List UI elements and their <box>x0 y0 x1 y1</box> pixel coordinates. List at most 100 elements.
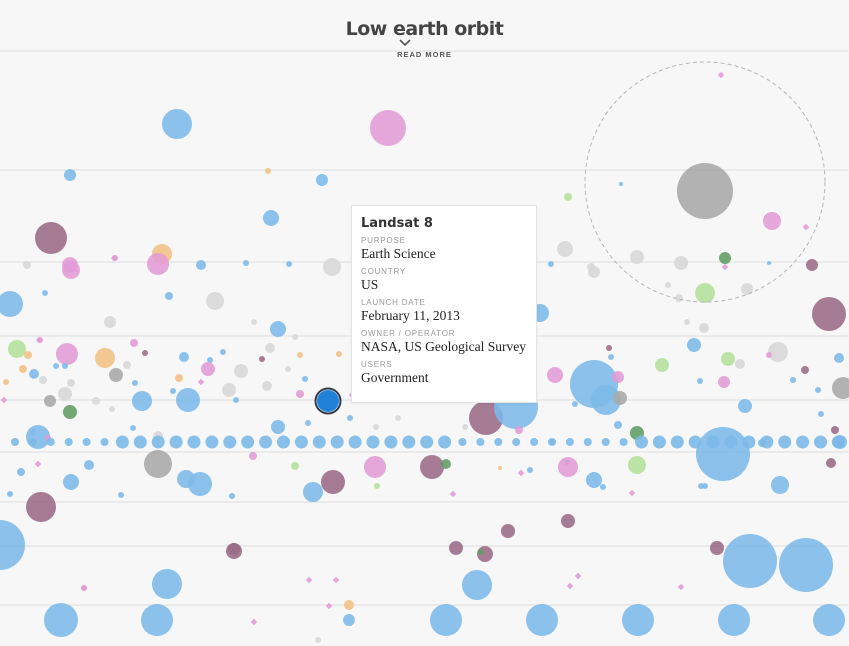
satellite-dot[interactable] <box>438 435 452 449</box>
satellite-dot[interactable] <box>395 415 401 421</box>
satellite-dot[interactable] <box>315 637 321 643</box>
satellite-dot[interactable] <box>305 420 311 426</box>
satellite-diamond[interactable] <box>721 263 729 271</box>
satellite-dot[interactable] <box>142 350 148 356</box>
satellite-dot[interactable] <box>35 222 67 254</box>
satellite-dot[interactable] <box>512 438 521 446</box>
satellite-diamond[interactable] <box>628 489 636 497</box>
satellite-dot[interactable] <box>17 468 25 476</box>
satellite-dot[interactable] <box>130 425 136 431</box>
satellite-dot[interactable] <box>42 290 48 296</box>
satellite-dot[interactable] <box>526 604 558 636</box>
satellite-dot[interactable] <box>831 426 839 434</box>
satellite-dot[interactable] <box>548 438 556 446</box>
satellite-dot[interactable] <box>600 484 606 490</box>
satellite-dot[interactable] <box>790 377 796 383</box>
satellite-dot[interactable] <box>742 435 756 449</box>
satellite-dot[interactable] <box>132 380 138 386</box>
satellite-dot[interactable] <box>655 358 669 372</box>
satellite-dot[interactable] <box>286 261 292 267</box>
satellite-dot[interactable] <box>277 435 290 449</box>
satellite-diamond[interactable] <box>80 584 88 592</box>
satellite-diamond[interactable] <box>110 254 118 262</box>
satellite-dot[interactable] <box>123 361 131 369</box>
satellite-diamond[interactable] <box>250 618 258 626</box>
satellite-dot[interactable] <box>196 260 206 270</box>
satellite-dot[interactable] <box>779 538 833 592</box>
satellite-dot[interactable] <box>718 604 750 636</box>
satellite-dot[interactable] <box>548 261 554 267</box>
satellite-dot[interactable] <box>501 524 515 538</box>
satellite-dot[interactable] <box>826 458 836 468</box>
satellite-dot[interactable] <box>613 391 627 405</box>
satellite-dot[interactable] <box>420 455 444 479</box>
satellite-diamond[interactable] <box>717 71 725 79</box>
satellite-dot[interactable] <box>206 292 224 310</box>
satellite-dot[interactable] <box>696 427 750 481</box>
satellite-dot[interactable] <box>724 435 738 449</box>
satellite-dot[interactable] <box>614 421 622 429</box>
satellite-dot[interactable] <box>56 343 78 365</box>
satellite-dot[interactable] <box>95 348 115 368</box>
satellite-dot[interactable] <box>64 438 73 446</box>
satellite-dot[interactable] <box>622 604 654 636</box>
satellite-dot[interactable] <box>234 364 248 378</box>
satellite-dot[interactable] <box>583 438 592 446</box>
satellite-dot[interactable] <box>223 435 237 449</box>
satellite-dot[interactable] <box>151 435 165 449</box>
satellite-dot[interactable] <box>832 377 849 399</box>
satellite-dot[interactable] <box>162 109 192 139</box>
satellite-dot[interactable] <box>806 259 818 271</box>
satellite-dot[interactable] <box>478 549 484 555</box>
satellite-diamond[interactable] <box>34 460 42 468</box>
satellite-dot[interactable] <box>588 266 600 278</box>
satellite-diamond[interactable] <box>449 490 457 498</box>
satellite-dot[interactable] <box>530 438 539 446</box>
satellite-dot[interactable] <box>430 604 462 636</box>
satellite-dot[interactable] <box>265 343 275 353</box>
selected-satellite[interactable] <box>317 390 339 412</box>
satellite-dot[interactable] <box>347 415 353 421</box>
satellite-dot[interactable] <box>441 459 451 469</box>
satellite-dot[interactable] <box>767 261 771 265</box>
satellite-dot[interactable] <box>619 182 623 186</box>
satellite-dot[interactable] <box>591 385 621 415</box>
satellite-dot[interactable] <box>374 483 380 489</box>
satellite-dot[interactable] <box>262 381 272 391</box>
satellite-dot[interactable] <box>572 401 578 407</box>
satellite-dot[interactable] <box>39 376 47 384</box>
satellite-diamond[interactable] <box>566 582 574 590</box>
satellite-diamond[interactable] <box>0 396 8 404</box>
satellite-dot[interactable] <box>169 435 183 449</box>
satellite-dot[interactable] <box>228 543 240 555</box>
satellite-dot[interactable] <box>695 283 715 303</box>
satellite-dot[interactable] <box>296 390 304 398</box>
satellite-dot[interactable] <box>768 342 788 362</box>
satellite-diamond[interactable] <box>677 583 685 591</box>
satellite-dot[interactable] <box>207 357 213 363</box>
satellite-dot[interactable] <box>402 435 416 449</box>
satellite-dot[interactable] <box>58 387 72 401</box>
satellite-dot[interactable] <box>23 261 31 269</box>
satellite-dot[interactable] <box>760 435 774 449</box>
satellite-dot[interactable] <box>635 435 648 449</box>
satellite-dot[interactable] <box>100 438 109 446</box>
satellite-dot[interactable] <box>297 352 303 358</box>
satellite-dot[interactable] <box>251 319 257 325</box>
satellite-dot[interactable] <box>710 541 724 555</box>
satellite-dot[interactable] <box>763 212 781 230</box>
satellite-dot[interactable] <box>323 258 341 276</box>
satellite-dot[interactable] <box>44 395 56 407</box>
satellite-dot[interactable] <box>109 368 123 382</box>
satellite-dot[interactable] <box>702 483 708 489</box>
satellite-dot[interactable] <box>652 435 666 449</box>
satellite-dot[interactable] <box>476 438 485 446</box>
satellite-dot[interactable] <box>265 168 271 174</box>
satellite-dot[interactable] <box>243 260 249 266</box>
satellite-dot[interactable] <box>201 362 215 376</box>
satellite-dot[interactable] <box>601 438 610 446</box>
satellite-dot[interactable] <box>336 351 342 357</box>
satellite-dot[interactable] <box>24 351 32 359</box>
satellite-dot[interactable] <box>558 457 578 477</box>
satellite-dot[interactable] <box>92 397 100 405</box>
